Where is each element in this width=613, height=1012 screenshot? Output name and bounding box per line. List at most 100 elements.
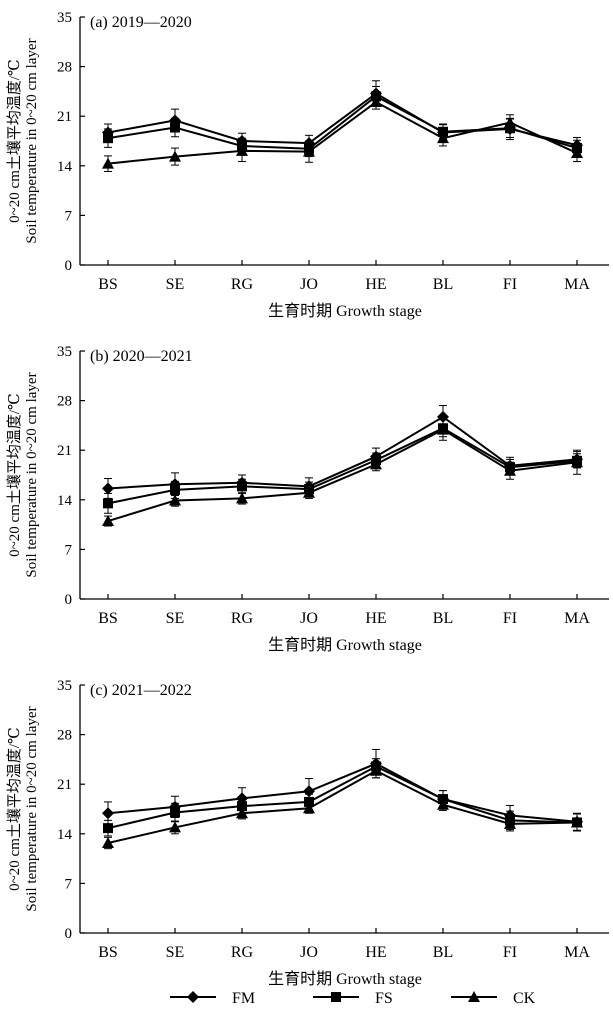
data-point-triangle <box>437 423 449 435</box>
x-tick-label: HE <box>365 944 386 961</box>
x-tick-label: RG <box>231 276 254 293</box>
y-tick-label: 28 <box>57 394 72 410</box>
data-point-triangle <box>370 458 382 470</box>
data-point-triangle <box>303 802 315 814</box>
data-point-triangle <box>169 150 181 162</box>
legend-item-ck: CK <box>451 990 536 1007</box>
series-line <box>107 95 578 150</box>
chart-panel: 0 7 14 21 28 35 BS SE RG JO HE BL FI MA (c) 2021—2022 生… <box>5 678 609 988</box>
legend-marker-triangle <box>468 991 480 1002</box>
y-axis-title: 0~20 cm土壤平均温度/℃ <box>5 393 23 557</box>
series-line <box>107 427 578 505</box>
x-tick-label: SE <box>166 276 185 293</box>
data-point-triangle <box>571 816 583 828</box>
x-tick-label: MA <box>564 276 590 293</box>
data-point-triangle <box>102 515 114 527</box>
y-tick-label: 14 <box>57 493 73 509</box>
data-point-triangle <box>102 157 114 169</box>
chart-title: (b) 2020—2021 <box>90 348 193 365</box>
data-point-triangle <box>504 116 516 128</box>
x-axis-title: 生育时期 Growth stage <box>268 970 422 988</box>
y-tick-label: 28 <box>57 60 72 76</box>
chart-panel: 0 7 14 21 28 35 BS SE RG JO HE BL FI MA (b) 2020—2021 生… <box>5 344 609 654</box>
y-tick-label: 0 <box>65 926 73 942</box>
data-point-triangle <box>504 817 516 829</box>
x-tick-label: RG <box>231 610 254 627</box>
x-tick-label: FI <box>503 944 517 961</box>
y-axis-title: 0~20 cm土壤平均温度/℃ <box>5 59 23 223</box>
series-ck <box>102 763 583 850</box>
x-tick-label: SE <box>166 944 185 961</box>
x-tick-label: BL <box>433 610 453 627</box>
data-point-triangle <box>571 147 583 159</box>
legend-item-fm: FM <box>170 990 255 1007</box>
series-line <box>107 765 578 830</box>
y-tick-label: 21 <box>57 443 72 459</box>
x-tick-label: BS <box>98 944 118 961</box>
data-point-square <box>103 498 113 509</box>
data-point-square <box>103 823 113 834</box>
legend-item-fs: FS <box>313 990 393 1007</box>
data-point-diamond <box>102 807 114 820</box>
x-tick-label: SE <box>166 610 185 627</box>
data-point-triangle <box>303 145 315 157</box>
legend-label: FS <box>375 990 393 1007</box>
series-ck <box>102 418 583 527</box>
data-point-square <box>237 481 247 492</box>
data-point-square <box>170 122 180 133</box>
series-fm <box>102 80 583 154</box>
chart-title: (a) 2019—2020 <box>90 14 192 31</box>
data-point-triangle <box>169 494 181 506</box>
x-tick-label: BL <box>433 944 453 961</box>
series-line <box>107 769 578 844</box>
x-tick-label: BL <box>433 276 453 293</box>
y-tick-label: 35 <box>57 678 72 694</box>
data-point-triangle <box>102 837 114 849</box>
y-tick-label: 0 <box>65 592 73 608</box>
x-tick-label: RG <box>231 944 254 961</box>
x-tick-label: FI <box>503 610 517 627</box>
series-line <box>107 415 578 490</box>
y-tick-label: 7 <box>65 876 73 892</box>
data-point-triangle <box>571 456 583 468</box>
x-tick-label: HE <box>365 610 386 627</box>
x-tick-label: JO <box>300 610 318 627</box>
legend: FM FS CK <box>170 990 536 1007</box>
x-tick-label: MA <box>564 610 590 627</box>
legend-marker-diamond <box>187 991 199 1003</box>
y-tick-label: 0 <box>65 258 73 274</box>
data-point-triangle <box>370 764 382 776</box>
series-fm <box>102 405 583 499</box>
x-tick-label: MA <box>564 944 590 961</box>
series-line <box>107 428 578 523</box>
y-tick-label: 14 <box>57 159 73 175</box>
series-ck <box>102 94 583 172</box>
data-point-triangle <box>504 464 516 476</box>
data-point-triangle <box>169 821 181 833</box>
data-point-square <box>304 796 314 807</box>
data-point-triangle <box>236 492 248 504</box>
x-axis-title: 生育时期 Growth stage <box>268 636 422 654</box>
y-tick-label: 7 <box>65 208 73 224</box>
x-axis-title: 生育时期 Growth stage <box>268 302 422 320</box>
chart-panel: 0 7 14 21 28 35 BS SE RG JO HE BL FI MA (a) 2019—2020 生… <box>5 10 609 320</box>
x-tick-label: JO <box>300 944 318 961</box>
y-axis-title: Soil temperature in 0~20 cm layer <box>24 38 40 243</box>
data-point-square <box>170 484 180 495</box>
y-tick-label: 35 <box>57 344 72 360</box>
legend-label: FM <box>232 990 255 1007</box>
series-line <box>107 100 578 165</box>
y-axis-title: 0~20 cm土壤平均温度/℃ <box>5 727 23 891</box>
data-point-triangle <box>437 798 449 810</box>
data-point-diamond <box>102 482 114 495</box>
data-point-triangle <box>370 96 382 108</box>
y-tick-label: 14 <box>57 827 73 843</box>
data-point-triangle <box>437 132 449 144</box>
y-axis-title: Soil temperature in 0~20 cm layer <box>24 706 40 911</box>
y-tick-label: 21 <box>57 109 72 125</box>
chart-title: (c) 2021—2022 <box>90 682 192 699</box>
data-point-square <box>103 133 113 144</box>
y-tick-label: 21 <box>57 777 72 793</box>
data-point-triangle <box>236 144 248 156</box>
